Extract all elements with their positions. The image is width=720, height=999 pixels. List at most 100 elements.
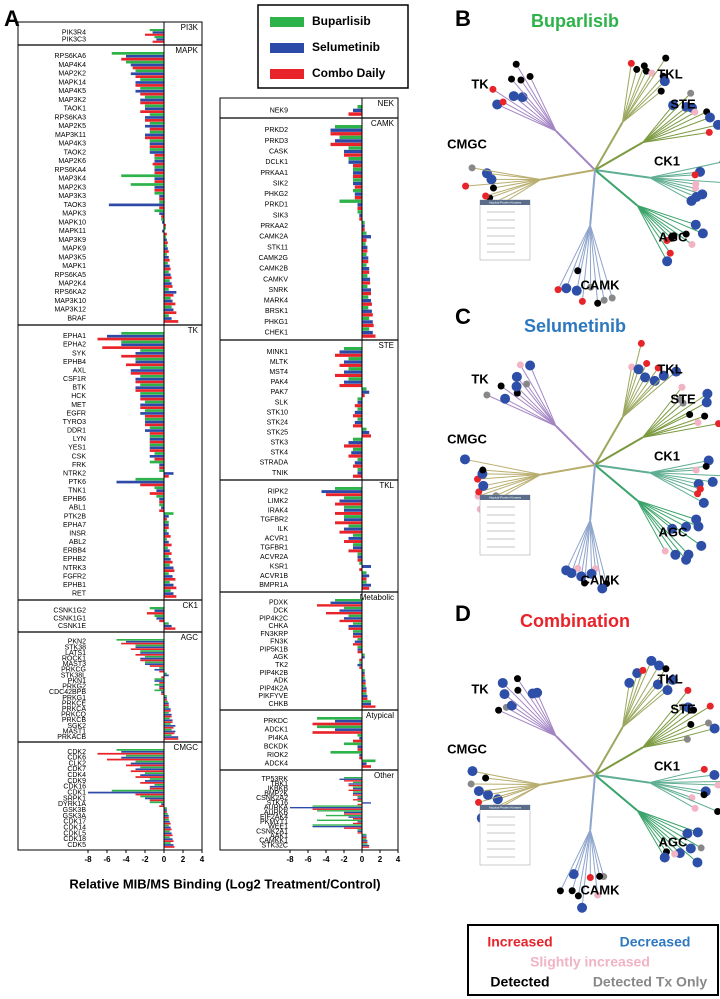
kinase-dot bbox=[691, 108, 699, 116]
tree-branch bbox=[649, 177, 696, 189]
bar bbox=[159, 667, 164, 669]
tree-branch bbox=[642, 401, 707, 438]
kinase-dot bbox=[700, 765, 708, 773]
tree-branch bbox=[642, 124, 719, 143]
tree-branch bbox=[502, 682, 557, 737]
kinase-label: MAP4K5 bbox=[58, 88, 86, 95]
bar bbox=[111, 789, 164, 792]
bar bbox=[164, 223, 166, 227]
bar bbox=[145, 414, 164, 418]
kinase-dot bbox=[686, 195, 697, 206]
bar bbox=[162, 221, 164, 224]
kinase-dot bbox=[628, 363, 636, 371]
inset-title: Atypical Protein Kinases bbox=[489, 495, 522, 499]
kinase-dot bbox=[482, 192, 490, 200]
kinase-dot bbox=[704, 112, 715, 123]
bar bbox=[353, 818, 362, 820]
bar bbox=[326, 814, 362, 817]
tree-branch bbox=[492, 88, 557, 132]
bar bbox=[164, 560, 173, 564]
bar bbox=[164, 830, 170, 833]
tree-branch bbox=[642, 117, 711, 143]
bar bbox=[362, 833, 367, 836]
bar bbox=[353, 414, 362, 418]
bar bbox=[164, 695, 167, 697]
bar bbox=[344, 370, 362, 374]
bar bbox=[362, 263, 367, 267]
kinase-label: CAMKV bbox=[263, 276, 288, 283]
kinase-label: STRADA bbox=[260, 460, 289, 467]
tree-branch bbox=[589, 519, 593, 574]
bar bbox=[140, 349, 164, 352]
tree-branch bbox=[649, 177, 703, 195]
tree-branch bbox=[589, 224, 605, 301]
bar bbox=[312, 808, 362, 810]
bar bbox=[140, 483, 164, 487]
bar bbox=[353, 781, 362, 784]
tree-branch bbox=[464, 458, 541, 476]
bar bbox=[164, 267, 171, 271]
tree-branch bbox=[487, 784, 541, 796]
bar bbox=[164, 807, 167, 809]
tree-branch bbox=[532, 693, 557, 737]
kinase-dot bbox=[594, 891, 602, 899]
bar bbox=[362, 302, 372, 306]
kinase-dot bbox=[497, 382, 505, 390]
bar bbox=[353, 174, 362, 179]
tree-branch bbox=[622, 72, 653, 123]
kinase-label: STK25 bbox=[267, 429, 289, 436]
tree-branch bbox=[516, 392, 557, 427]
bar bbox=[359, 666, 362, 669]
kinase-dot bbox=[577, 902, 588, 913]
tree-branch bbox=[622, 369, 640, 418]
kinase-label: DYRK1A bbox=[58, 801, 86, 808]
tree-branch bbox=[642, 402, 684, 438]
bar bbox=[161, 506, 164, 510]
bar bbox=[154, 165, 164, 169]
x-tick-label: 2 bbox=[378, 855, 383, 864]
legend-swatch bbox=[270, 17, 304, 27]
kinase-label: NTRK2 bbox=[63, 470, 86, 477]
tree-branch bbox=[506, 706, 557, 737]
bar bbox=[339, 135, 362, 139]
bar bbox=[353, 546, 362, 550]
tree-branch bbox=[636, 809, 702, 849]
bar bbox=[126, 60, 164, 64]
tree-branch bbox=[642, 690, 689, 748]
bar bbox=[126, 363, 164, 367]
kinase-dot bbox=[701, 397, 712, 408]
kinase-dot bbox=[642, 67, 650, 75]
tree-branch bbox=[594, 169, 650, 179]
bar bbox=[330, 132, 362, 136]
kinase-label: STK4 bbox=[270, 450, 288, 457]
tree-branch bbox=[636, 809, 698, 863]
bar bbox=[357, 832, 362, 834]
group-title: Metabolic bbox=[360, 593, 394, 602]
tree-branch bbox=[577, 224, 591, 271]
bar bbox=[154, 156, 164, 160]
kinase-dot bbox=[497, 677, 508, 688]
bar bbox=[140, 412, 164, 415]
bar bbox=[154, 452, 164, 455]
bar bbox=[164, 822, 171, 825]
tree-branch bbox=[622, 689, 668, 728]
bar bbox=[149, 778, 164, 780]
bar bbox=[348, 156, 362, 161]
bar bbox=[362, 313, 373, 317]
bar bbox=[362, 679, 366, 682]
bar bbox=[330, 751, 362, 754]
kinase-dot bbox=[687, 89, 695, 97]
kinase-dot bbox=[691, 171, 699, 179]
clade-label: STE bbox=[670, 701, 696, 716]
clade-label: CAMK bbox=[581, 882, 621, 897]
kinase-label: PKN2 bbox=[68, 639, 86, 646]
bar bbox=[344, 444, 362, 448]
kinase-label: EPHA1 bbox=[63, 333, 86, 340]
kinase-dot bbox=[517, 92, 528, 103]
tree-branch bbox=[642, 111, 707, 143]
tree-branch bbox=[636, 810, 676, 855]
tree-branch bbox=[642, 705, 711, 748]
tree-branch bbox=[642, 107, 693, 143]
bar bbox=[362, 836, 367, 839]
kinase-dot bbox=[633, 65, 641, 73]
